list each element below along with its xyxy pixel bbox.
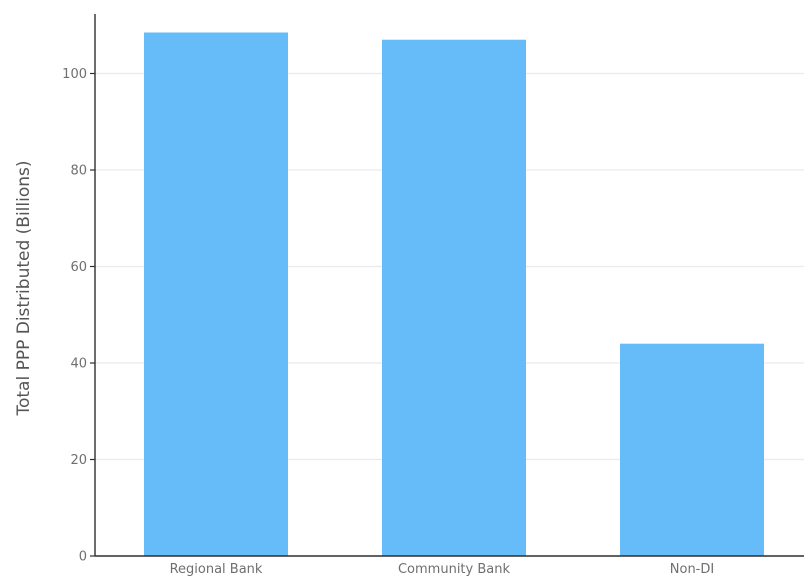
y-tick-label: 60	[70, 260, 87, 275]
x-tick-label: Non-DI	[670, 562, 714, 577]
y-tick-label: 0	[79, 550, 87, 565]
y-tick-label: 20	[70, 453, 87, 468]
bar	[382, 39, 526, 557]
x-tick-label: Community Bank	[398, 562, 510, 577]
y-axis-title: Total PPP Distributed (Billions)	[14, 160, 34, 416]
axis-layer	[90, 14, 804, 557]
label-layer: 0 20 40 60 80 100 Regional Bank Community Bank N…	[62, 67, 714, 577]
y-tick-label: 100	[62, 67, 87, 82]
bar-layer	[144, 32, 764, 557]
bar	[620, 343, 764, 556]
bar	[144, 32, 288, 557]
y-tick-label: 80	[70, 164, 87, 179]
x-tick-label: Regional Bank	[170, 562, 263, 577]
y-tick-label: 40	[70, 357, 87, 372]
